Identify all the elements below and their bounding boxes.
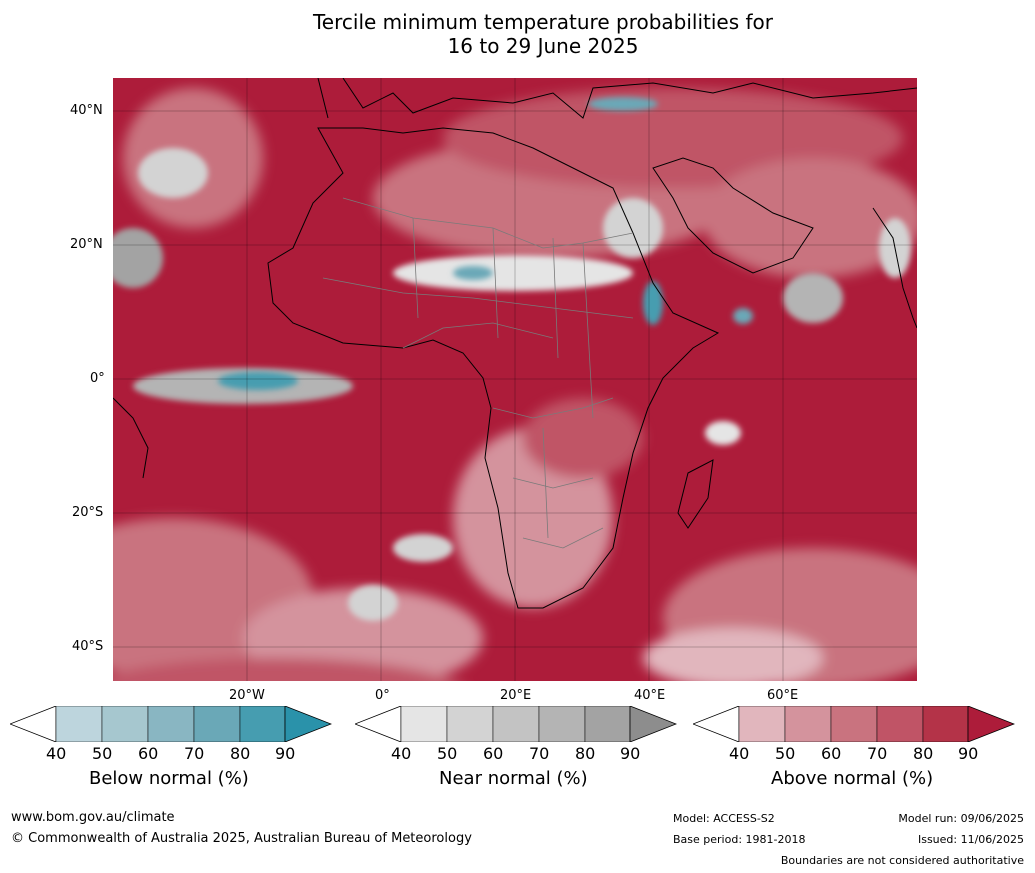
cbar-below-tick-50: 50 — [92, 744, 113, 763]
cbar-above-tick-80: 80 — [913, 744, 934, 763]
title-line-2: 16 to 29 June 2025 — [447, 34, 639, 58]
cbar-near-tick-70: 70 — [529, 744, 550, 763]
lat-label-40s: 40°S — [72, 639, 104, 654]
cbar-above-4 — [922, 706, 969, 742]
coastlines — [113, 78, 917, 609]
cbar-near-tick-80: 80 — [575, 744, 596, 763]
lon-label-20e: 20°E — [500, 688, 532, 703]
cbar-near-5 — [629, 706, 677, 742]
base-period-text: Base period: 1981-2018 — [673, 833, 806, 846]
cbar-above-title: Above normal (%) — [771, 768, 934, 789]
cbar-near-tick-50: 50 — [437, 744, 458, 763]
cbar-near-tick-90: 90 — [620, 744, 641, 763]
cbar-near-3 — [538, 706, 586, 742]
disclaimer-text: Boundaries are not considered authoritat… — [780, 854, 1024, 867]
colorbar-above-normal — [693, 706, 1015, 742]
lat-label-20n: 20°N — [70, 237, 103, 252]
lon-label-40e: 40°E — [634, 688, 666, 703]
lon-label-60e: 60°E — [767, 688, 799, 703]
colorbar-below-normal — [10, 706, 332, 742]
cbar-near-tick-60: 60 — [483, 744, 504, 763]
cbar-below-tick-90: 90 — [275, 744, 296, 763]
model-run-text: Model run: 09/06/2025 — [898, 812, 1024, 825]
cbar-near-4 — [584, 706, 631, 742]
cbar-below-5 — [284, 706, 332, 742]
cbar-near-1 — [446, 706, 494, 742]
cbar-above-5 — [967, 706, 1015, 742]
cbar-above-tick-90: 90 — [958, 744, 979, 763]
cbar-near-0 — [400, 706, 448, 742]
probability-map — [113, 78, 917, 681]
title-line-1: Tercile minimum temperature probabilitie… — [312, 10, 774, 34]
cbar-near-tick-40: 40 — [391, 744, 412, 763]
cbar-above-2 — [830, 706, 878, 742]
country-borders — [322, 197, 634, 549]
cbar-below-3 — [193, 706, 241, 742]
cbar-above-1 — [784, 706, 832, 742]
website-link[interactable]: www.bom.gov.au/climate — [11, 810, 175, 825]
graticule — [113, 78, 917, 681]
cbar-below-tick-80: 80 — [230, 744, 251, 763]
colorbar-near-normal — [355, 706, 677, 742]
cbar-above-tick-40: 40 — [729, 744, 750, 763]
cbar-above-tick-70: 70 — [867, 744, 888, 763]
cbar-above-tick-60: 60 — [821, 744, 842, 763]
cbar-near-2 — [492, 706, 540, 742]
lat-label-40n: 40°N — [70, 103, 103, 118]
cbar-below-0 — [55, 706, 103, 742]
cbar-above-tick-50: 50 — [775, 744, 796, 763]
cbar-above-0 — [738, 706, 786, 742]
map-title: Tercile minimum temperature probabilitie… — [0, 10, 1035, 58]
model-text: Model: ACCESS-S2 — [673, 812, 775, 825]
cbar-below-tick-40: 40 — [46, 744, 67, 763]
lat-label-20s: 20°S — [72, 505, 104, 520]
cbar-near-title: Near normal (%) — [439, 768, 588, 789]
copyright-text: © Commonwealth of Australia 2025, Austra… — [11, 831, 472, 846]
lon-label-20w: 20°W — [229, 688, 265, 703]
cbar-below-tick-70: 70 — [184, 744, 205, 763]
map-svg — [113, 78, 917, 681]
issued-text: Issued: 11/06/2025 — [917, 833, 1024, 846]
cbar-below-4 — [239, 706, 286, 742]
lat-label-equator: 0° — [90, 371, 105, 386]
cbar-above-3 — [876, 706, 924, 742]
cbar-below-tick-60: 60 — [138, 744, 159, 763]
cbar-below-2 — [147, 706, 195, 742]
below-normal-patches — [218, 97, 753, 390]
cbar-below-1 — [101, 706, 149, 742]
lon-label-0: 0° — [375, 688, 390, 703]
cbar-below-title: Below normal (%) — [89, 768, 249, 789]
